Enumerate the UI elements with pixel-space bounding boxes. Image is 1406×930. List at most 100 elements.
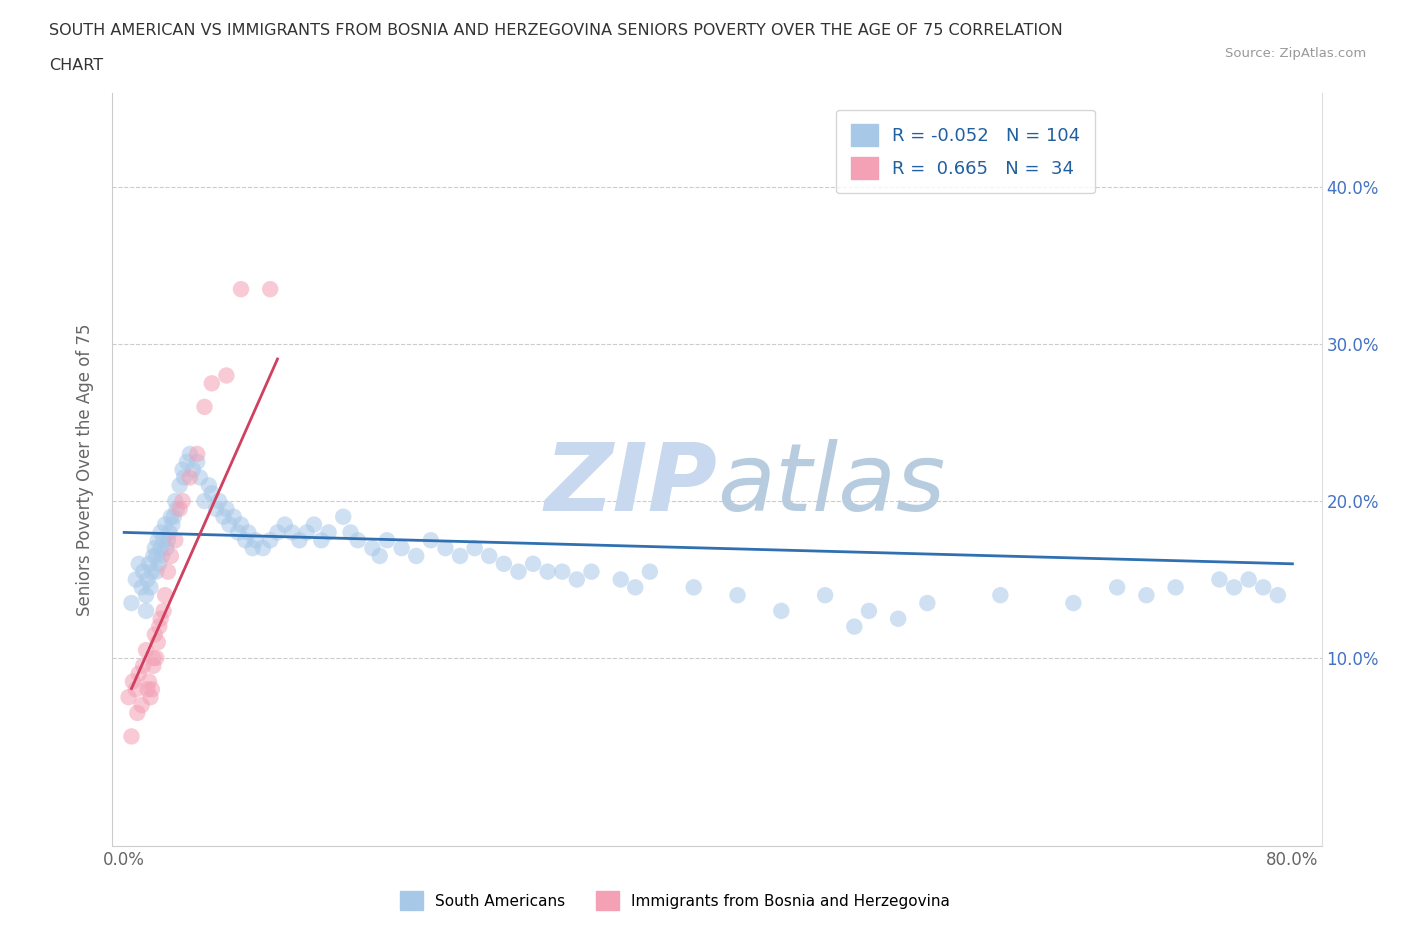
Point	[288, 533, 311, 548]
Point	[887, 611, 910, 626]
Point	[229, 282, 252, 297]
Point	[149, 611, 172, 626]
Point	[149, 540, 172, 555]
Point	[166, 501, 188, 516]
Text: Source: ZipAtlas.com: Source: ZipAtlas.com	[1226, 46, 1367, 60]
Point	[391, 540, 413, 555]
Point	[186, 455, 208, 470]
Point	[917, 595, 939, 610]
Point	[242, 540, 264, 555]
Point	[143, 540, 166, 555]
Point	[201, 485, 224, 500]
Point	[146, 635, 169, 650]
Point	[229, 517, 252, 532]
Point	[346, 533, 368, 548]
Point	[138, 556, 160, 571]
Point	[212, 510, 235, 525]
Point	[139, 690, 162, 705]
Point	[537, 565, 560, 579]
Point	[162, 517, 184, 532]
Point	[127, 706, 149, 721]
Point	[153, 517, 176, 532]
Legend: South Americans, Immigrants from Bosnia and Herzegovina: South Americans, Immigrants from Bosnia …	[392, 884, 957, 918]
Point	[142, 549, 165, 564]
Point	[160, 510, 183, 525]
Point	[143, 627, 166, 642]
Point	[136, 572, 159, 587]
Point	[172, 494, 194, 509]
Point	[478, 549, 501, 564]
Point	[169, 478, 191, 493]
Point	[117, 690, 139, 705]
Point	[1267, 588, 1289, 603]
Text: ZIP: ZIP	[544, 439, 717, 531]
Point	[1164, 580, 1187, 595]
Point	[165, 494, 187, 509]
Point	[125, 572, 148, 587]
Point	[375, 533, 398, 548]
Point	[581, 565, 603, 579]
Point	[814, 588, 837, 603]
Point	[318, 525, 340, 540]
Point	[339, 525, 361, 540]
Point	[139, 580, 162, 595]
Point	[121, 729, 143, 744]
Point	[165, 533, 187, 548]
Point	[205, 501, 228, 516]
Point	[145, 549, 167, 564]
Point	[1208, 572, 1230, 587]
Point	[624, 580, 647, 595]
Point	[405, 549, 427, 564]
Point	[551, 565, 574, 579]
Point	[988, 588, 1011, 603]
Point	[252, 540, 274, 555]
Y-axis label: Seniors Poverty Over the Age of 75: Seniors Poverty Over the Age of 75	[76, 324, 94, 616]
Point	[128, 556, 150, 571]
Point	[302, 517, 325, 532]
Point	[138, 674, 160, 689]
Point	[844, 619, 866, 634]
Point	[208, 494, 231, 509]
Point	[152, 533, 174, 548]
Point	[609, 572, 631, 587]
Point	[159, 525, 181, 540]
Point	[1223, 580, 1246, 595]
Point	[274, 517, 297, 532]
Point	[419, 533, 441, 548]
Point	[155, 540, 177, 555]
Point	[193, 494, 215, 509]
Point	[173, 470, 195, 485]
Point	[215, 368, 238, 383]
Text: atlas: atlas	[717, 439, 945, 530]
Point	[449, 549, 471, 564]
Point	[163, 510, 186, 525]
Point	[125, 682, 148, 697]
Point	[156, 565, 179, 579]
Point	[135, 643, 157, 658]
Point	[153, 588, 176, 603]
Point	[770, 604, 793, 618]
Point	[152, 604, 174, 618]
Point	[176, 455, 198, 470]
Point	[142, 651, 165, 666]
Point	[1107, 580, 1129, 595]
Point	[281, 525, 304, 540]
Point	[122, 674, 145, 689]
Point	[508, 565, 530, 579]
Point	[136, 682, 159, 697]
Point	[218, 517, 240, 532]
Point	[1135, 588, 1157, 603]
Point	[132, 565, 155, 579]
Point	[238, 525, 260, 540]
Point	[565, 572, 588, 587]
Point	[193, 400, 215, 415]
Point	[295, 525, 318, 540]
Point	[145, 651, 167, 666]
Point	[434, 540, 457, 555]
Point	[235, 533, 257, 548]
Point	[245, 533, 267, 548]
Point	[142, 658, 165, 673]
Legend: R = -0.052   N = 104, R =  0.665   N =  34: R = -0.052 N = 104, R = 0.665 N = 34	[837, 110, 1095, 193]
Point	[179, 470, 201, 485]
Point	[135, 588, 157, 603]
